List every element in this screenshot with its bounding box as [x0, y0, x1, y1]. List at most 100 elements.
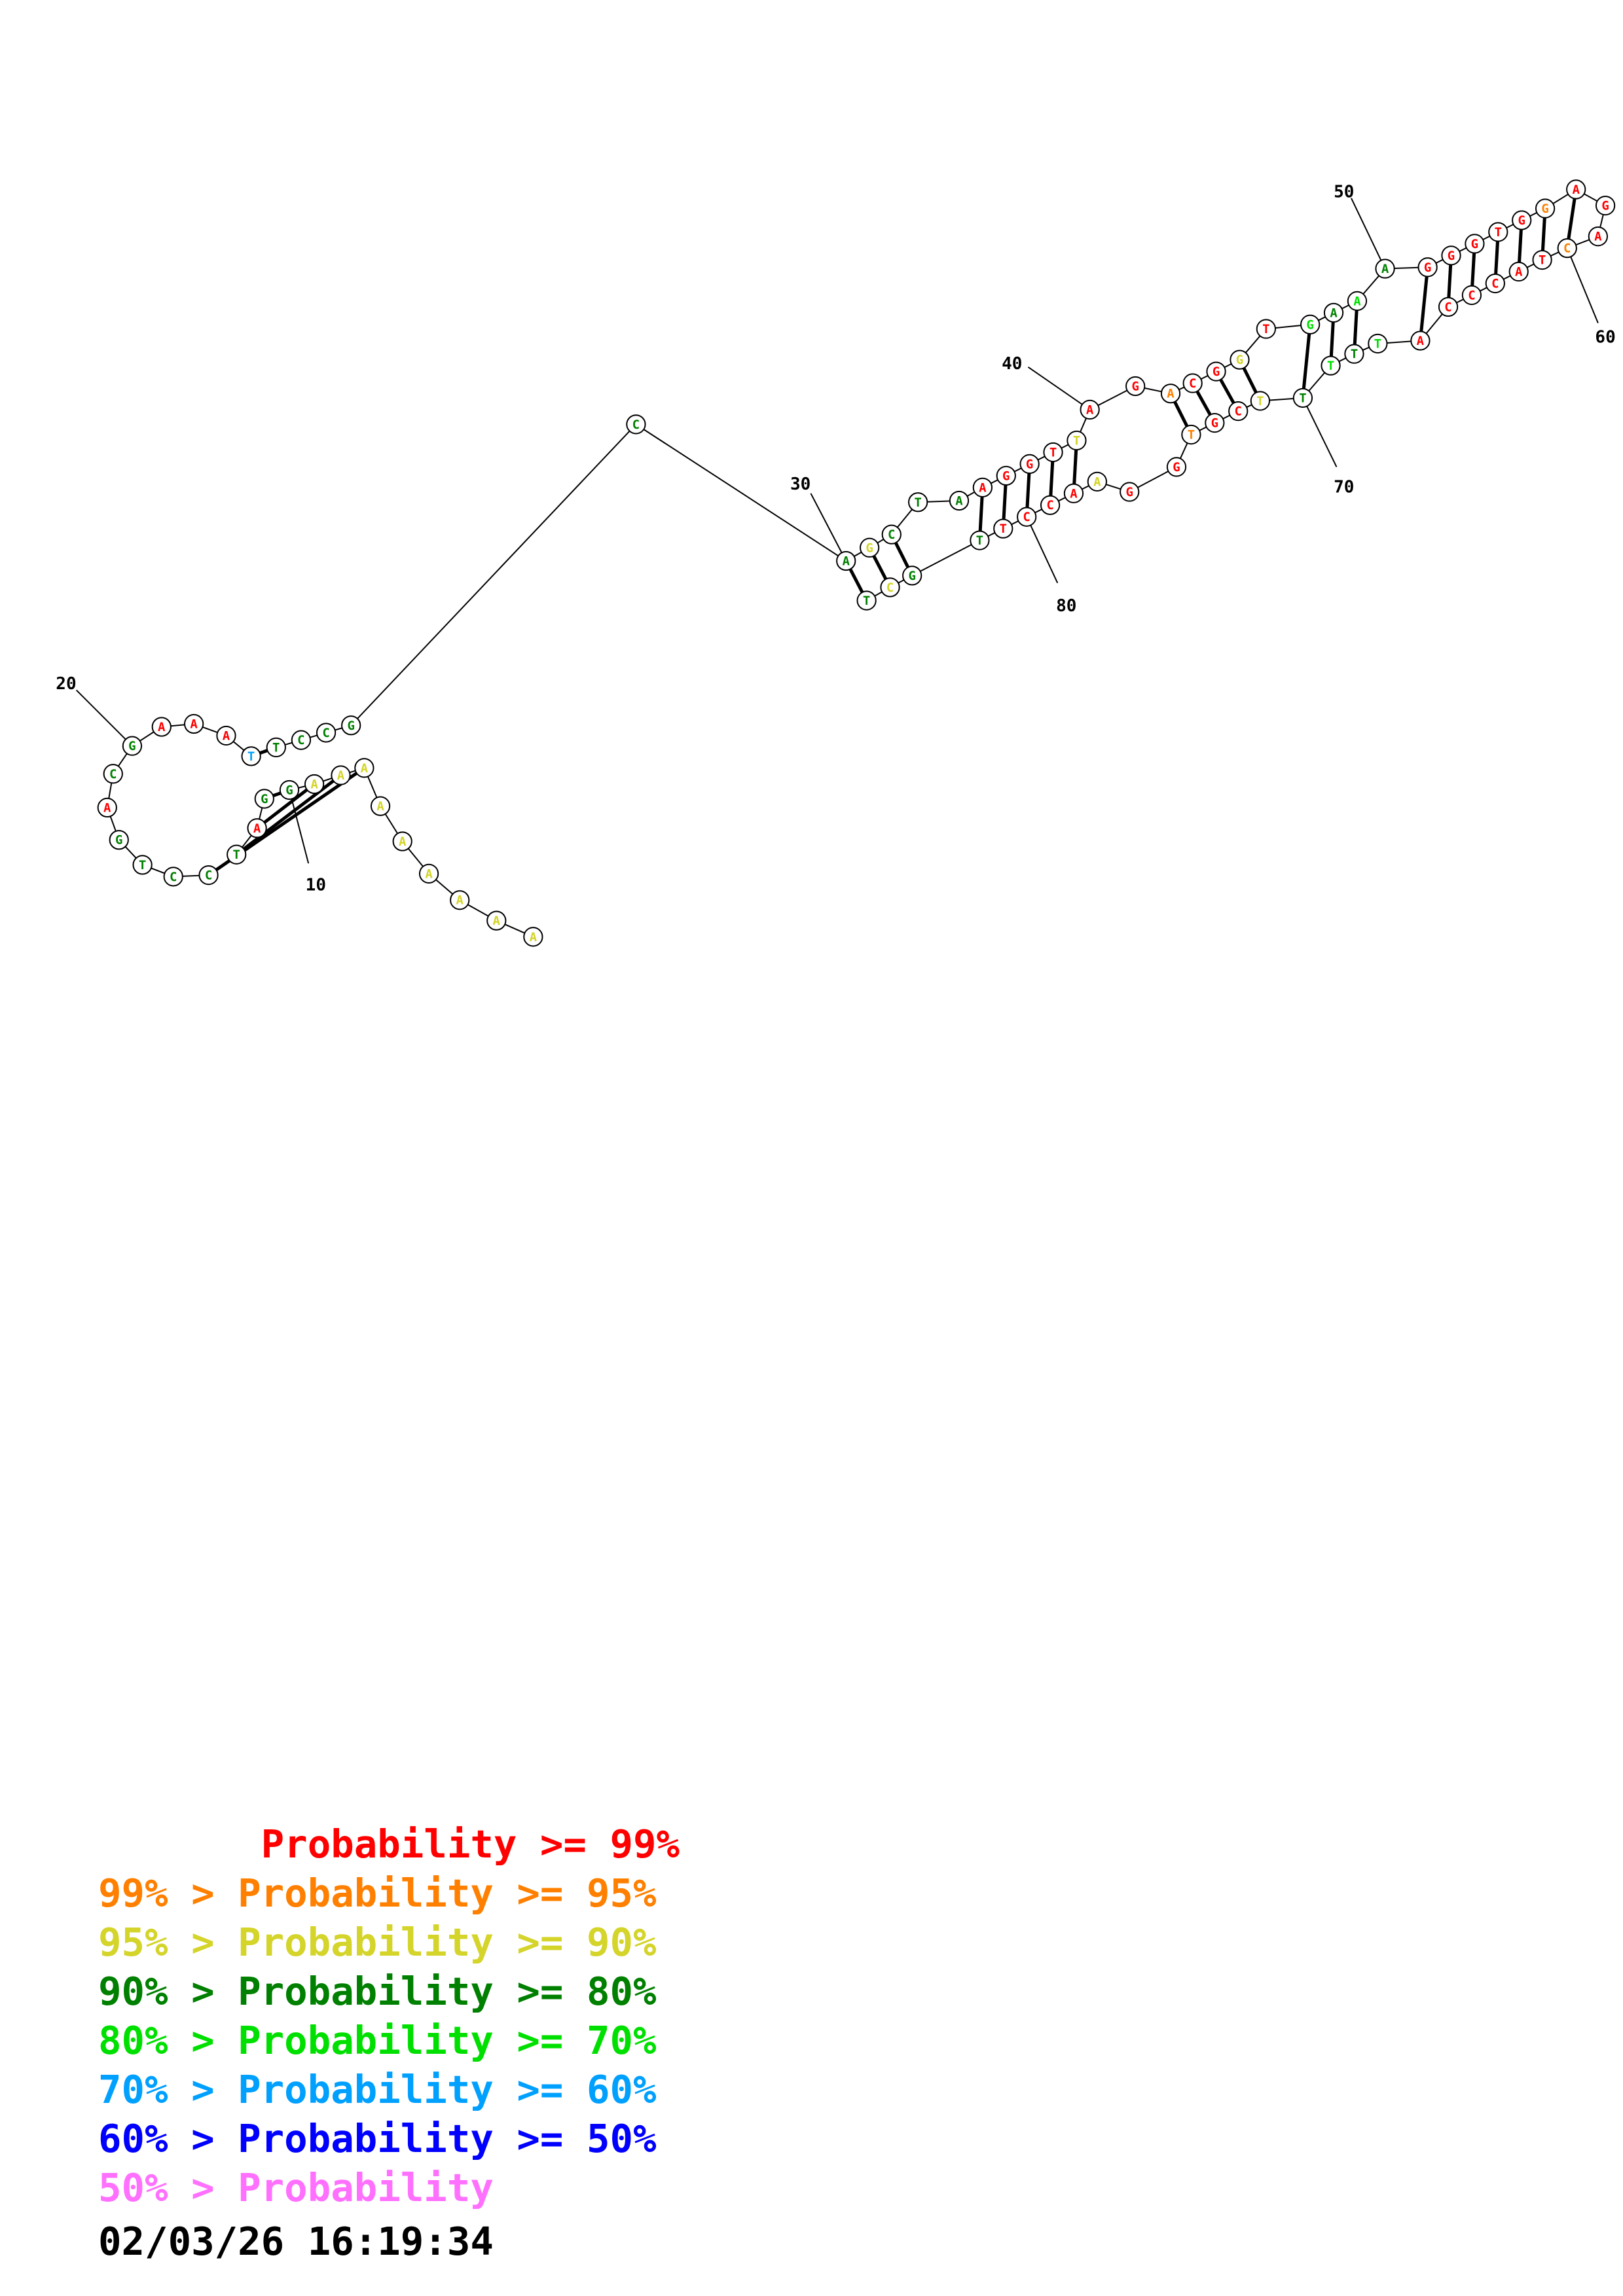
nucleotide-letter: G — [1211, 416, 1218, 431]
nucleotide-circle — [163, 867, 183, 887]
nucleotide: G — [1166, 457, 1187, 477]
nucleotide-letter: A — [1515, 265, 1523, 279]
nucleotide-circle — [1347, 291, 1368, 312]
nucleotide-letter: A — [530, 930, 538, 944]
position-label: 80 — [1056, 596, 1076, 616]
nucleotide-letter: A — [223, 728, 230, 743]
nucleotide-letter: G — [908, 569, 915, 583]
nucleotide-circle — [523, 927, 543, 947]
nucleotide-letter: G — [1213, 365, 1220, 379]
nucleotide: A — [418, 863, 439, 884]
nucleotide: C — [103, 764, 123, 784]
nucleotide: A — [184, 713, 204, 734]
nucleotide-letter: G — [1601, 199, 1609, 213]
nucleotide-letter: T — [1262, 322, 1269, 336]
nucleotide-letter: C — [297, 733, 304, 747]
nucleotide: G — [1125, 376, 1146, 397]
nucleotide-circle — [184, 713, 204, 734]
position-tick-line — [810, 493, 847, 562]
position-label: 30 — [790, 475, 811, 494]
nucleotide-circle — [227, 844, 247, 865]
nucleotide-circle — [1461, 285, 1482, 306]
nucleotide-circle — [1228, 401, 1249, 422]
backbone-segment — [635, 423, 847, 562]
position-label: 10 — [306, 875, 326, 895]
nucleotide: A — [216, 725, 236, 746]
nucleotide-circle — [1205, 412, 1225, 433]
nucleotide-circle — [1292, 387, 1313, 408]
nucleotide-circle — [1017, 507, 1037, 527]
nucleotide-letter: C — [322, 726, 329, 740]
nucleotide-circle — [1535, 198, 1556, 219]
nucleotide-letter: T — [232, 848, 240, 862]
nucleotide-circle — [859, 537, 880, 558]
nucleotide: T — [1488, 222, 1508, 242]
nucleotide-letter: C — [109, 767, 117, 781]
nucleotide: A — [1347, 291, 1368, 312]
nucleotide: T — [1067, 430, 1087, 451]
position-tick-line — [1566, 247, 1599, 323]
nucleotide: C — [1485, 273, 1505, 294]
position-ticks: 10 20 30 40 50 60 70 80 — [56, 182, 1615, 895]
nucleotide-letter: T — [1351, 347, 1358, 361]
nucleotide-letter: A — [1086, 403, 1094, 417]
nucleotide-letter: A — [493, 914, 501, 928]
nucleotide-circle — [1323, 302, 1344, 323]
nucleotide-circle — [1019, 454, 1040, 475]
nucleotide-letter: A — [361, 761, 369, 776]
nucleotide: C — [1228, 401, 1249, 422]
nucleotide-letter: G — [1026, 457, 1033, 471]
nucleotide-circle — [1344, 344, 1364, 364]
nucleotide-letter: T — [1495, 225, 1502, 240]
nucleotide-letter: T — [272, 740, 280, 755]
nucleotide-circle — [970, 530, 990, 550]
nucleotide-circle — [109, 830, 129, 850]
nucleotide-circle — [151, 717, 172, 737]
nucleotide-circle — [949, 490, 970, 511]
nucleotide-letter: C — [886, 581, 894, 595]
nucleotide-letter: G — [1131, 380, 1139, 394]
nucleotide-circle — [331, 765, 351, 785]
nucleotide: T — [993, 518, 1013, 539]
probability-legend: Probability >= 99% 99% > Probability >= 9… — [98, 1820, 680, 2212]
nucleotide: A — [354, 758, 374, 778]
backbone-segment — [350, 423, 637, 726]
nucleotide: G — [254, 789, 274, 809]
nucleotide: A — [836, 550, 856, 571]
nucleotide-letter: G — [1173, 460, 1180, 475]
nucleotide: T — [1532, 249, 1552, 270]
nucleotide: A — [1063, 483, 1084, 503]
nucleotide-circle — [996, 465, 1016, 486]
nucleotide-circle — [1043, 442, 1063, 463]
nucleotide-letter: G — [1002, 469, 1010, 483]
nucleotide-letter: C — [170, 870, 177, 884]
backbone-segment — [911, 539, 980, 577]
nucleotide: C — [1040, 495, 1061, 515]
nucleotide: G — [1120, 482, 1140, 502]
nucleotide-letter: T — [863, 594, 870, 608]
nucleotide-circle — [1512, 210, 1532, 230]
legend-entry: 99% > Probability >= 95% — [98, 1871, 657, 1916]
nucleotide: C — [1557, 238, 1577, 259]
nucleotide-circle — [316, 723, 337, 743]
nucleotide-letter: T — [1049, 445, 1057, 459]
nucleotide-letter: C — [888, 528, 895, 542]
nucleotide: G — [279, 780, 300, 800]
base-pair-bond — [1301, 324, 1312, 399]
nucleotide-letter: T — [139, 858, 146, 872]
legend-entry: 50% > Probability — [98, 2165, 494, 2210]
nucleotide: A — [486, 910, 507, 931]
nucleotide: G — [1205, 412, 1225, 433]
nucleotide-circle — [972, 477, 993, 497]
nucleotide-letter: C — [1563, 242, 1571, 256]
nucleotide: A — [1375, 259, 1395, 279]
position-tick-line — [1351, 198, 1386, 269]
nucleotide: G — [1512, 210, 1532, 230]
nucleotide: G — [122, 736, 143, 756]
nucleotide-letter: T — [1374, 336, 1381, 351]
nucleotide: A — [392, 831, 412, 852]
nucleotide-letter: A — [1417, 334, 1425, 348]
nucleotide-letter: G — [1424, 260, 1431, 275]
nucleotide: C — [163, 867, 183, 887]
nucleotide-circle — [103, 764, 123, 784]
